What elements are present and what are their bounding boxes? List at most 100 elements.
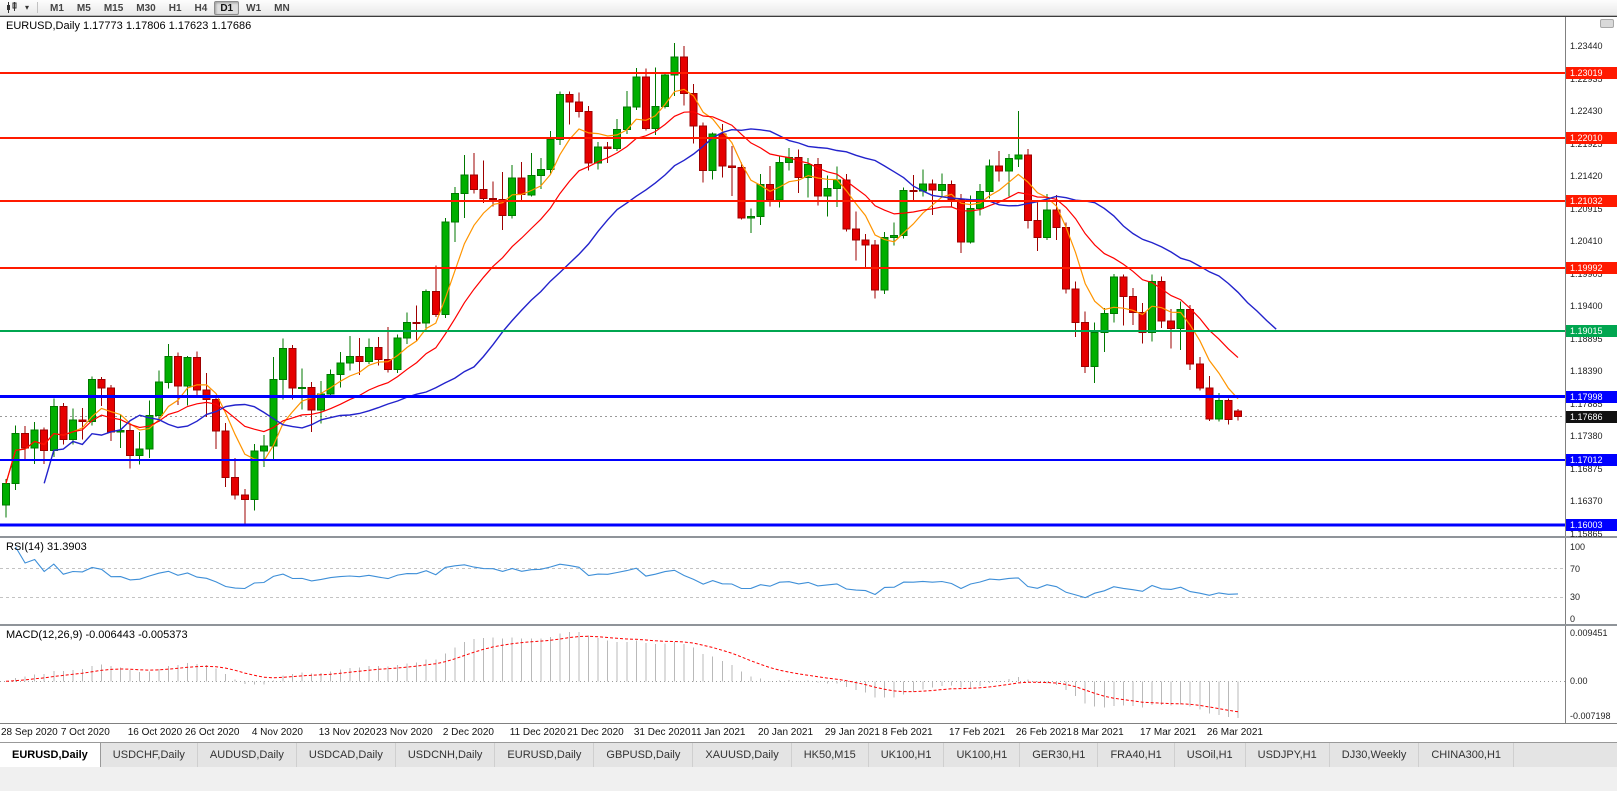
toolbar-separator xyxy=(37,2,39,13)
tab-xauusd-daily[interactable]: XAUUSD,Daily xyxy=(693,743,792,767)
price-scale-tick: 1.17885 xyxy=(1570,398,1603,409)
panel-divider[interactable] xyxy=(0,624,1617,626)
rsi-scale-tick: 0 xyxy=(1570,614,1576,624)
chart-fastnav-button[interactable] xyxy=(1600,19,1614,28)
date-label: 26 Feb 2021 xyxy=(1015,727,1073,738)
macd-signal-line xyxy=(5,635,1239,713)
date-label: 17 Feb 2021 xyxy=(949,727,1006,738)
price-scale-tick: 1.21420 xyxy=(1570,171,1603,182)
date-label: 16 Oct 2020 xyxy=(127,727,183,738)
date-label: 4 Nov 2020 xyxy=(251,727,303,738)
rsi-panel: RSI(14) 31.3903 100 70 30 0 xyxy=(0,538,1617,624)
date-label: 26 Oct 2020 xyxy=(185,727,240,738)
macd-scale-zero: 0.00 xyxy=(1570,676,1588,687)
price-scale-tick: 1.23440 xyxy=(1570,41,1603,51)
price-scale-tick: 1.15865 xyxy=(1570,528,1603,539)
tab-hk50-m15[interactable]: HK50,M15 xyxy=(792,743,869,767)
date-label: 31 Dec 2020 xyxy=(633,727,691,738)
date-label: 13 Nov 2020 xyxy=(318,727,376,738)
rsi-plot[interactable]: RSI(14) 31.3903 xyxy=(0,538,1565,624)
timeframe-button-h1[interactable]: H1 xyxy=(168,2,182,14)
date-label: 11 Jan 2021 xyxy=(691,727,746,738)
macd-histogram xyxy=(15,632,1239,718)
price-scale-tick: 1.20915 xyxy=(1570,203,1603,214)
price-line-label: 1.17998 xyxy=(1566,390,1617,403)
chart-type-dropdown-icon[interactable]: ▾ xyxy=(25,3,30,12)
price-line-label: 1.16003 xyxy=(1566,519,1617,532)
price-line-label: 1.22010 xyxy=(1566,132,1617,145)
ma-fast-line xyxy=(5,88,1239,484)
date-label: 8 Mar 2021 xyxy=(1073,727,1124,738)
candlestick-icon xyxy=(7,2,17,13)
chart-title: EURUSD,Daily 1.17773 1.17806 1.17623 1.1… xyxy=(6,20,252,32)
main-chart-plot[interactable]: EURUSD,Daily 1.17773 1.17806 1.17623 1.1… xyxy=(0,17,1565,536)
tab-usdcnh-daily[interactable]: USDCNH,Daily xyxy=(396,743,496,767)
macd-scale-min: -0.007198 xyxy=(1570,711,1611,721)
timeframe-button-m5[interactable]: M5 xyxy=(76,2,91,14)
price-scale-tick: 1.20410 xyxy=(1570,236,1603,247)
window-footer xyxy=(0,767,1617,791)
macd-label: MACD(12,26,9) -0.006443 -0.005373 xyxy=(6,629,188,641)
timeframe-button-m15[interactable]: M15 xyxy=(103,2,124,14)
tab-usdcad-daily[interactable]: USDCAD,Daily xyxy=(297,743,396,767)
tab-ger30-h1[interactable]: GER30,H1 xyxy=(1020,743,1099,767)
timeframe-button-m30[interactable]: M30 xyxy=(136,2,156,14)
macd-scale[interactable]: 0.009451 0.00 -0.007198 xyxy=(1565,626,1617,723)
tab-china300-h1[interactable]: CHINA300,H1 xyxy=(1419,743,1515,767)
price-scale-tick: 1.17380 xyxy=(1570,431,1603,442)
tab-dj30-weekly[interactable]: DJ30,Weekly xyxy=(1330,743,1420,767)
timeframe-button-m1[interactable]: M1 xyxy=(50,2,64,14)
tab-uk100-h1[interactable]: UK100,H1 xyxy=(944,743,1021,767)
tab-usdchf-daily[interactable]: USDCHF,Daily xyxy=(101,743,198,767)
date-label: 17 Mar 2021 xyxy=(1140,727,1197,738)
tab-uk100-h1[interactable]: UK100,H1 xyxy=(869,743,945,767)
date-axis[interactable]: 28 Sep 2020 7 Oct 2020 16 Oct 2020 26 Oct 2… xyxy=(0,723,1617,742)
chart-type-icon[interactable] xyxy=(4,1,21,15)
date-label: 21 Dec 2020 xyxy=(567,727,624,738)
timeframe-button-w1[interactable]: W1 xyxy=(246,2,262,14)
tab-eurusd-daily[interactable]: EURUSD,Daily xyxy=(0,743,101,767)
date-label: 26 Mar 2021 xyxy=(1206,727,1263,738)
tab-fra40-h1[interactable]: FRA40,H1 xyxy=(1098,743,1175,767)
tab-usdjpy-h1[interactable]: USDJPY,H1 xyxy=(1246,743,1330,767)
price-scale-tick: 1.19400 xyxy=(1570,301,1603,312)
price-scale-tick: 1.16875 xyxy=(1570,463,1603,474)
price-line-label: 1.17012 xyxy=(1566,454,1617,467)
chart-tabbar: EURUSD,Daily USDCHF,Daily AUDUSD,Daily USDC… xyxy=(0,742,1617,767)
price-line-label: 1.23019 xyxy=(1566,67,1617,80)
date-label: 28 Sep 2020 xyxy=(1,727,58,738)
ma-slow-line xyxy=(43,128,1277,484)
macd-panel: MACD(12,26,9) -0.006443 -0.005373 0.0094… xyxy=(0,626,1617,723)
price-scale-tick: 1.22430 xyxy=(1570,106,1603,117)
tab-audusd-daily[interactable]: AUDUSD,Daily xyxy=(198,743,297,767)
date-label: 11 Dec 2020 xyxy=(509,727,566,738)
rsi-scale[interactable]: 100 70 30 0 xyxy=(1565,538,1617,624)
rsi-scale-tick: 70 xyxy=(1570,563,1581,574)
macd-scale-max: 0.009451 xyxy=(1570,628,1608,638)
price-line-label: 1.19015 xyxy=(1566,325,1617,337)
date-label: 23 Nov 2020 xyxy=(376,727,433,738)
tab-gbpusd-daily[interactable]: GBPUSD,Daily xyxy=(594,743,694,767)
tab-eurusd-daily[interactable]: EURUSD,Daily xyxy=(495,743,595,767)
current-price-label: 1.17686 xyxy=(1566,410,1617,423)
date-label: 8 Feb 2021 xyxy=(882,727,933,738)
tab-usoil-h1[interactable]: USOil,H1 xyxy=(1175,743,1246,767)
rsi-line xyxy=(15,546,1239,599)
macd-plot[interactable]: MACD(12,26,9) -0.006443 -0.005373 xyxy=(0,626,1565,723)
price-scale-tick: 1.18390 xyxy=(1570,366,1603,377)
ma-mid-line xyxy=(5,111,1239,484)
timeframe-button-h4[interactable]: H4 xyxy=(194,2,208,14)
timeframe-button-mn[interactable]: MN xyxy=(274,2,290,14)
rsi-scale-tick: 100 xyxy=(1570,542,1586,552)
date-label: 7 Oct 2020 xyxy=(60,727,110,738)
panel-divider[interactable] xyxy=(0,536,1617,538)
price-scale-tick: 1.18895 xyxy=(1570,333,1603,344)
main-price-scale[interactable]: 1.234401.229351.224301.219251.214201.209… xyxy=(1565,17,1617,539)
main-chart-panel: EURUSD,Daily 1.17773 1.17806 1.17623 1.1… xyxy=(0,16,1617,539)
price-scale-tick: 1.16370 xyxy=(1570,496,1603,507)
timeframe-button-d1[interactable]: D1 xyxy=(214,0,240,15)
timeframe-toolbar: ▾ M1 M5 M15 M30 H1 H4 D1 W1 MN xyxy=(0,0,1617,16)
price-line-label: 1.19992 xyxy=(1566,262,1617,275)
rsi-scale-tick: 30 xyxy=(1570,592,1581,603)
